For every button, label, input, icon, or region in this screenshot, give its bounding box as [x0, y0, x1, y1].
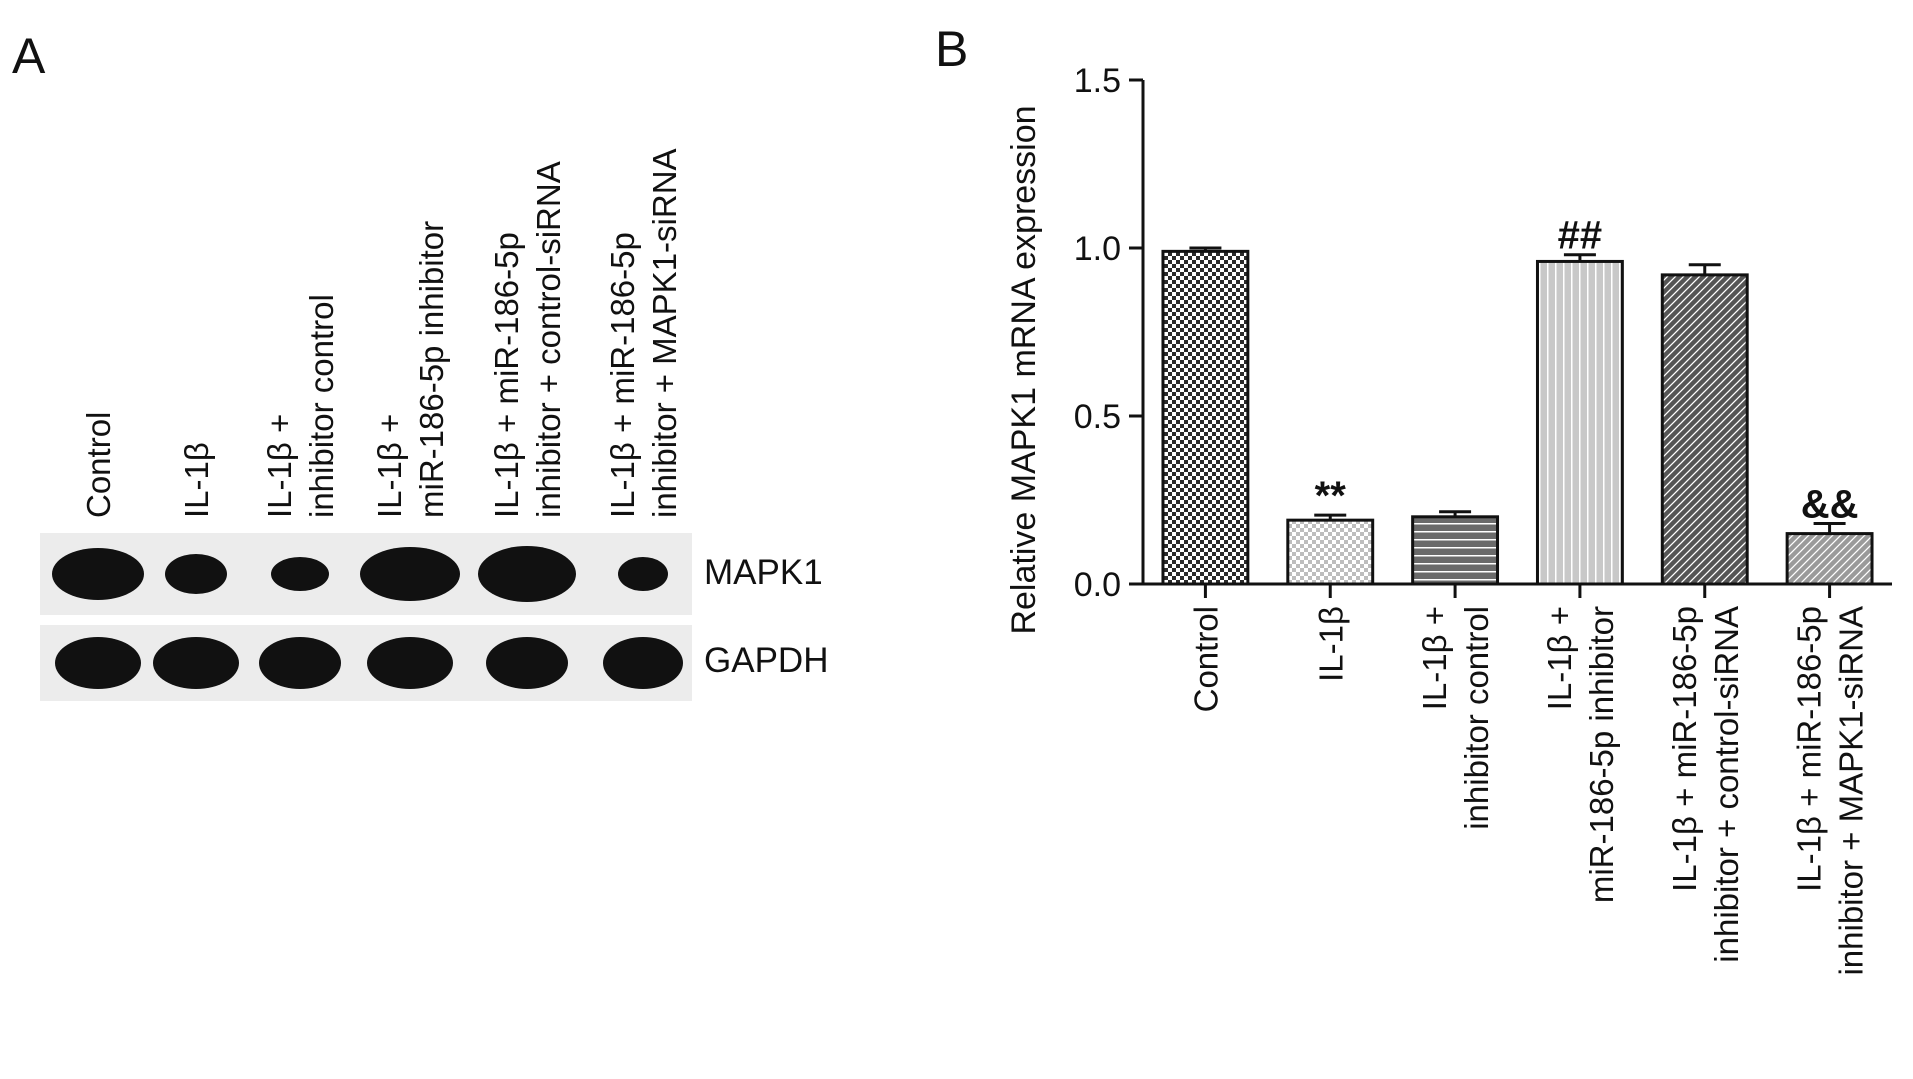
panel-label: B: [935, 21, 968, 77]
band: [165, 554, 227, 594]
x-tick-label: IL-1β +: [1541, 606, 1578, 710]
y-tick-label: 0.5: [1074, 398, 1121, 436]
x-tick-label: IL-1β + miR-186-5p: [1791, 606, 1828, 892]
blot-membrane: [40, 625, 692, 701]
significance-label: **: [1315, 474, 1347, 518]
band: [259, 637, 341, 689]
lane-label: inhibitor + MAPK1-siRNA: [646, 148, 683, 518]
x-tick-label: inhibitor + control-siRNA: [1708, 606, 1745, 963]
band: [52, 548, 144, 600]
y-tick-label: 1.0: [1074, 230, 1121, 268]
blot-row-label: GAPDH: [704, 641, 828, 680]
y-tick-label: 0.0: [1074, 566, 1121, 604]
x-tick-label: inhibitor + MAPK1-siRNA: [1833, 606, 1870, 976]
x-tick-label: IL-1β: [1312, 606, 1349, 682]
blot-row-label: MAPK1: [704, 553, 823, 592]
lane-label: miR-186-5p inhibitor: [413, 221, 450, 518]
significance-label: ##: [1558, 214, 1603, 258]
lane-label: inhibitor + control-siRNA: [530, 161, 567, 518]
bar: [1411, 515, 1500, 586]
y-tick-label: 1.5: [1074, 62, 1121, 100]
x-tick-label: Control: [1187, 606, 1224, 712]
band: [153, 637, 239, 689]
band: [478, 546, 576, 602]
panel-label: A: [12, 28, 46, 84]
lane-label: IL-1β +: [371, 414, 408, 518]
band: [603, 637, 683, 689]
band: [271, 557, 329, 591]
band: [486, 637, 568, 689]
lane-label: IL-1β +: [261, 414, 298, 518]
lane-label: IL-1β: [178, 442, 215, 518]
x-tick-label: IL-1β + miR-186-5p: [1666, 606, 1703, 892]
band: [55, 637, 141, 689]
band: [618, 557, 668, 591]
y-axis-label: Relative MAPK1 mRNA expression: [1005, 105, 1043, 634]
band: [360, 547, 460, 601]
lane-label: IL-1β + miR-186-5p: [488, 232, 525, 518]
bar: [1535, 259, 1624, 586]
lane-label: IL-1β + miR-186-5p: [604, 232, 641, 518]
x-tick-label: miR-186-5p inhibitor: [1583, 606, 1620, 903]
bar: [1161, 249, 1250, 586]
lane-label: Control: [80, 412, 117, 518]
x-tick-label: IL-1β +: [1416, 606, 1453, 710]
bar: [1660, 273, 1749, 586]
bar: [1286, 518, 1375, 586]
significance-label: &&: [1801, 483, 1859, 527]
band: [367, 637, 453, 689]
x-tick-label: inhibitor control: [1458, 606, 1495, 830]
bar: [1785, 532, 1874, 586]
lane-label: inhibitor control: [303, 294, 340, 518]
